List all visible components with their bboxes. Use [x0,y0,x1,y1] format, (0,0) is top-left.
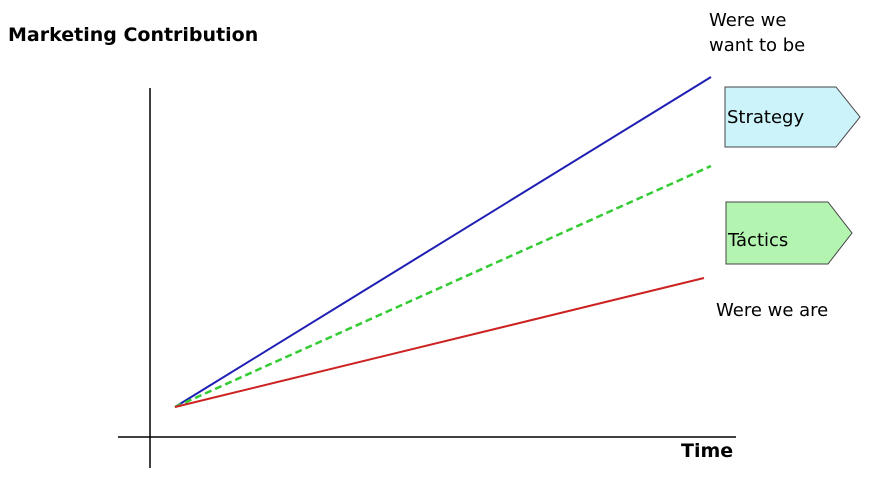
tactics-tag: Táctics [725,201,853,265]
current-annotation: Were we are [716,300,829,321]
strategy-tag-label: Strategy [727,107,804,128]
strategy-tag: Strategy [724,86,861,148]
tactics-tag-label: Táctics [727,230,788,251]
tactics-tag-shape [725,201,853,265]
x-axis-label: Time [681,440,734,462]
y-axis-label: Marketing Contribution [8,24,259,46]
goal-annotation: Were we want to be [709,8,805,58]
goal-annotation-line1: Were we [709,10,787,31]
current-trend-line [174,277,705,408]
strategy-trend-line [174,164,712,409]
strategy-tag-shape [724,86,861,148]
goal-annotation-line2: want to be [709,35,806,56]
goal-trend-line [174,76,712,408]
